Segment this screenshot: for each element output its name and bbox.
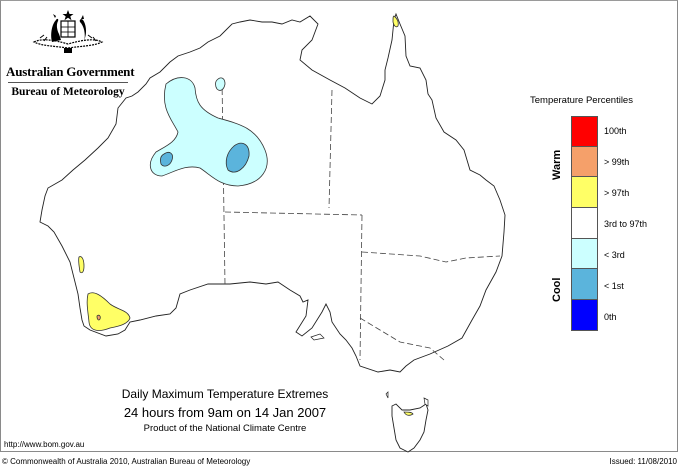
warm-region-cape-york	[392, 15, 399, 28]
legend-swatch-0th	[571, 300, 598, 331]
legend-swatch-gt-99th	[571, 146, 598, 178]
legend-color-bar	[571, 116, 598, 331]
legend-label: 0th	[604, 312, 617, 322]
issued-date: Issued: 11/08/2010	[609, 457, 677, 466]
map-producer: Product of the National Climate Centre	[143, 423, 307, 434]
legend-swatch-100th	[571, 116, 598, 147]
legend-swatch-gt-97th	[571, 177, 598, 209]
coat-of-arms-icon	[32, 10, 104, 53]
copyright-notice: © Commonwealth of Australia 2010, Austra…	[2, 457, 251, 466]
temperature-anomaly-regions	[78, 15, 414, 416]
legend-label: < 1st	[604, 281, 624, 291]
warm-region-sw-wa-core	[96, 314, 101, 321]
cool-region-below-1st-west	[160, 152, 173, 167]
warm-region-midwest-wa	[78, 256, 85, 274]
cool-region-top-end	[215, 77, 226, 91]
map-frame	[0, 0, 678, 452]
map-title-block: Daily Maximum Temperature Extremes 24 ho…	[110, 387, 340, 434]
website-link[interactable]: http://www.bom.gov.au	[4, 440, 85, 449]
legend-swatch-lt-1st	[571, 269, 598, 301]
cool-label: Cool	[551, 277, 563, 302]
legend-title: Temperature Percentiles	[530, 95, 633, 106]
mainland-coastline	[39, 12, 506, 373]
tasmania-coastline	[391, 403, 429, 453]
government-logo: Australian Government Bureau of Meteorol…	[6, 8, 135, 98]
agency-name: Bureau of Meteorology	[11, 86, 125, 98]
warm-region-sw-wa	[86, 292, 131, 331]
legend-label: < 3rd	[604, 250, 625, 260]
warm-region-tasmania	[403, 411, 414, 416]
organisation-name: Australian Government	[6, 64, 135, 79]
map-title: Daily Maximum Temperature Extremes	[121, 387, 329, 401]
warm-label: Warm	[551, 149, 563, 180]
legend-swatch-lt-3rd	[571, 238, 598, 270]
legend-swatch-3rd-to-97th	[571, 208, 598, 239]
map-period: 24 hours from 9am on 14 Jan 2007	[123, 405, 327, 420]
legend-label: > 97th	[604, 188, 630, 198]
logo-divider	[8, 82, 128, 83]
cool-region-below-1st-east	[225, 142, 250, 173]
legend-label: 3rd to 97th	[604, 219, 648, 229]
legend-label: > 99th	[604, 157, 630, 167]
legend-label: 100th	[604, 126, 627, 136]
